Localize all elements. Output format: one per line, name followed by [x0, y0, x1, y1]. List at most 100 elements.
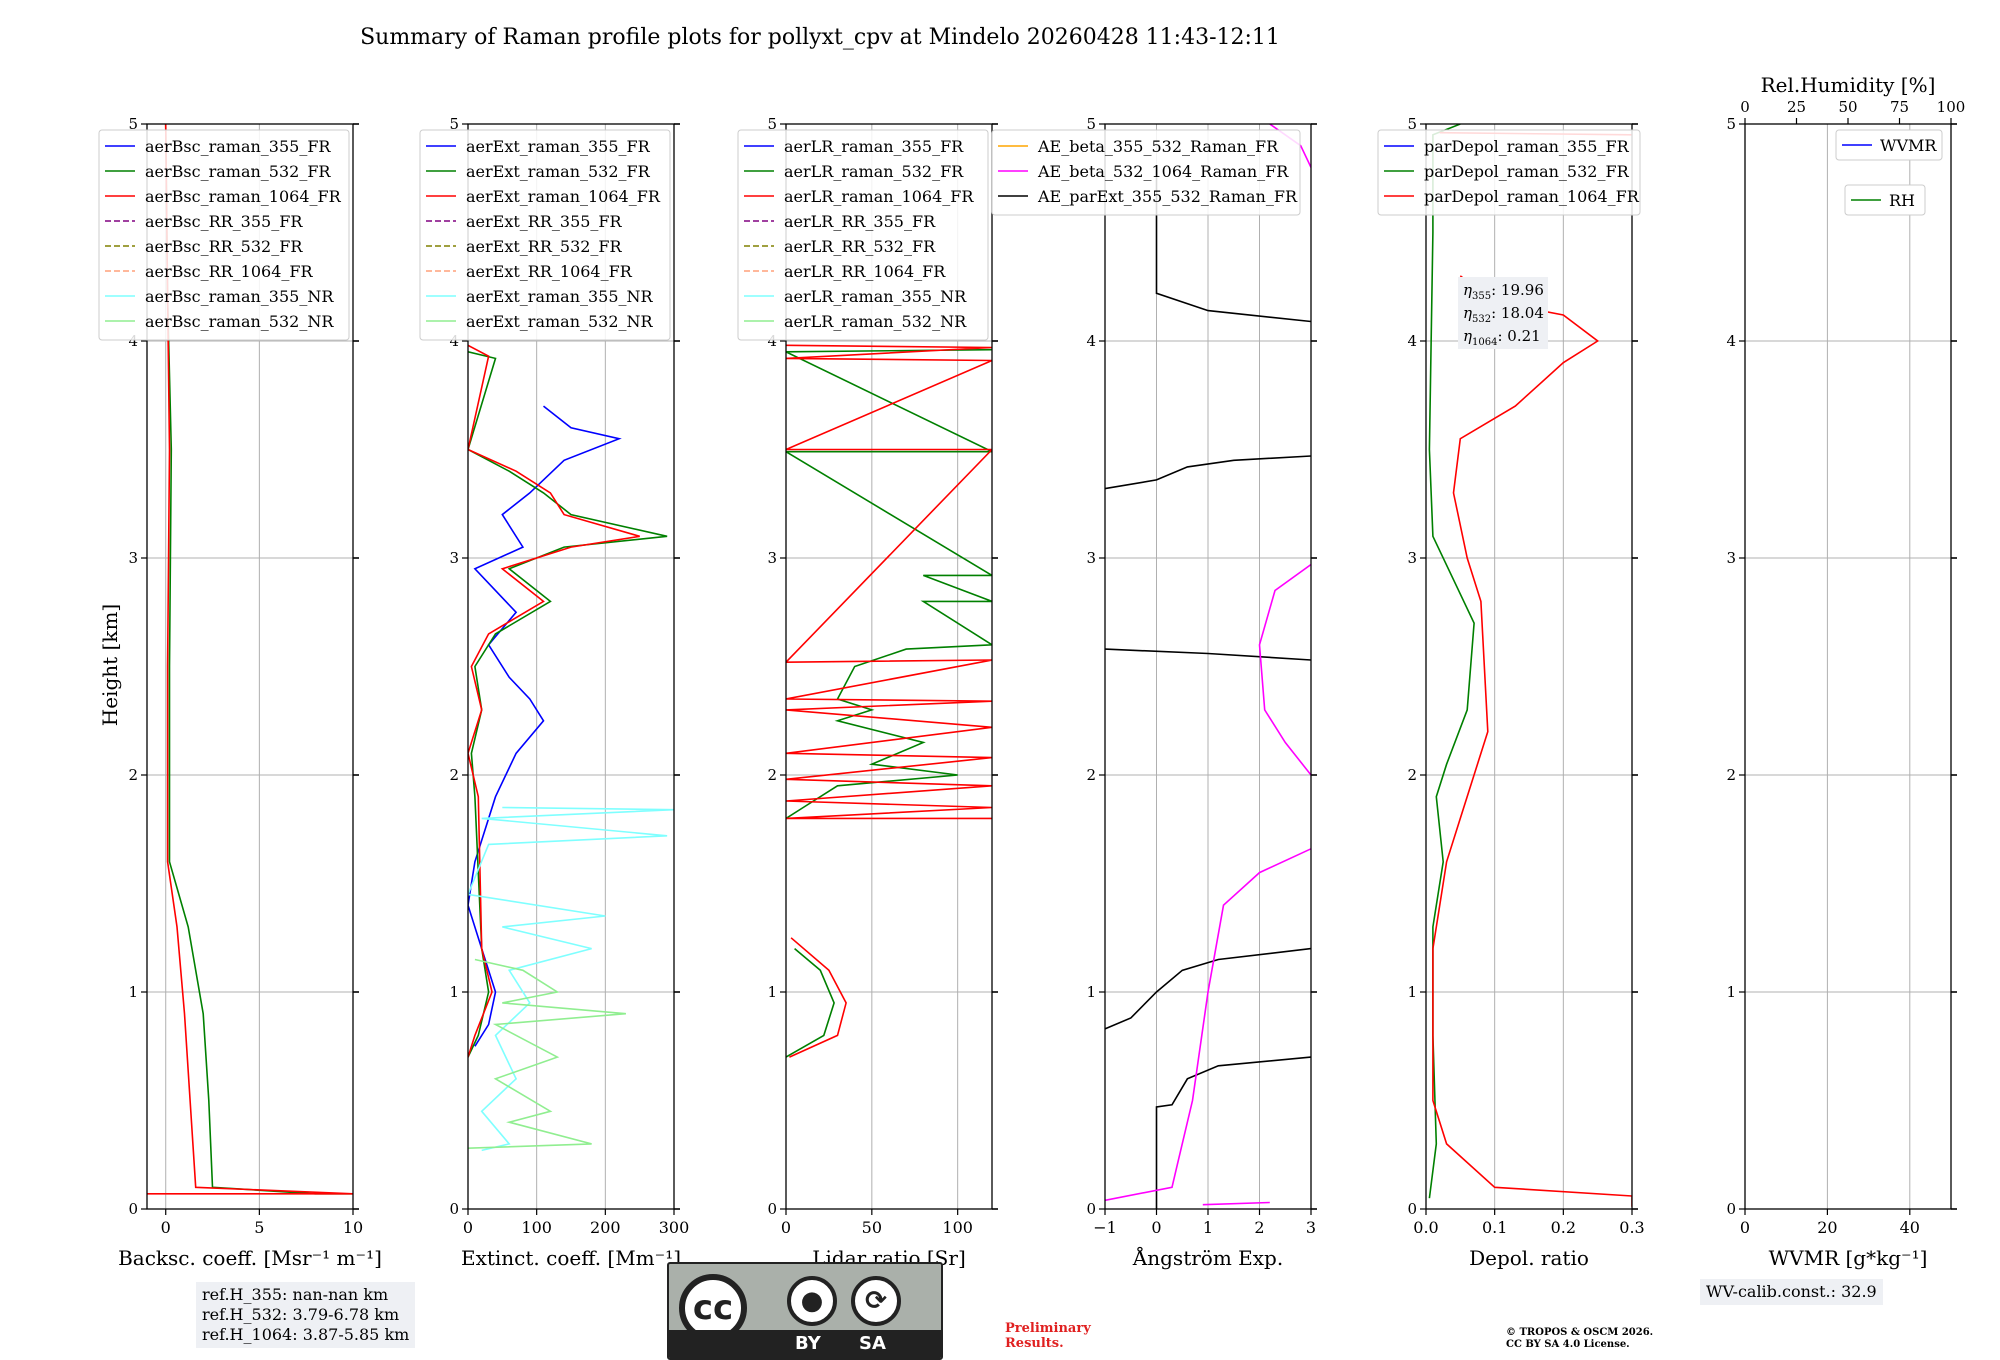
- y-tick-label: 4: [1086, 332, 1096, 350]
- license-sa: SA: [859, 1333, 886, 1354]
- axes-frame: [1744, 123, 1952, 1210]
- y-tick-label: 2: [1086, 766, 1096, 784]
- legend-label: AE_beta_355_532_Raman_FR: [1037, 137, 1279, 156]
- y-axis-label: Height [km]: [98, 604, 122, 726]
- y-tick-label: 5: [449, 115, 459, 133]
- x-axis-label: Ångström Exp.: [1132, 1245, 1283, 1270]
- ref-h-1064: ref.H_1064: 3.87-5.85 km: [202, 1325, 410, 1344]
- legend-label: aerExt_raman_355_FR: [466, 137, 651, 156]
- copyright-line-2: CC BY SA 4.0 License.: [1506, 1339, 1630, 1350]
- legend-depol: parDepol_raman_355_FR parDepol_raman_532_…: [1377, 129, 1641, 216]
- y-tick-label: 2: [128, 766, 138, 784]
- y-tick-label: 2: [449, 766, 459, 784]
- legend-box: [98, 129, 350, 341]
- y-tick-label: 4: [767, 332, 777, 350]
- y-tick-label: 0: [449, 1200, 459, 1218]
- legend-wvmr: WVMR: [1835, 129, 1943, 161]
- legend-ext: aerExt_raman_355_FR aerExt_raman_532_FRae…: [419, 129, 671, 341]
- legend-box: [737, 129, 989, 341]
- legend-rh: RH: [1844, 184, 1926, 216]
- legend-label: parDepol_raman_355_FR: [1424, 137, 1630, 156]
- legend-label: AE_parExt_355_532_Raman_FR: [1037, 187, 1298, 206]
- x-axis-label: Depol. ratio: [1469, 1246, 1589, 1270]
- panel-bsc: 0 1 2 3 4 5 0 5 10 Backsc. coeff. [Msr⁻¹ m⁻¹] aerB…: [98, 115, 382, 1270]
- legend-label: aerLR_RR_355_FR: [784, 212, 936, 231]
- y-tick-label: 5: [1407, 115, 1417, 133]
- series-line-aerExt_raman_355_NR: [468, 806, 674, 1152]
- ref-h-355: ref.H_355: nan-nan km: [202, 1285, 389, 1304]
- legend-label: aerLR_RR_1064_FR: [784, 262, 946, 281]
- series-line-aerLR_raman_1064_FR_low: [789, 937, 847, 1058]
- top-tick-label: 100: [1937, 98, 1966, 116]
- legend-label: aerExt_raman_532_FR: [466, 162, 651, 181]
- y-tick-label: 3: [767, 549, 777, 567]
- legend-label: parDepol_raman_1064_FR: [1424, 187, 1640, 206]
- legend-label: aerLR_raman_1064_FR: [784, 187, 974, 206]
- legend-label: aerLR_raman_532_NR: [784, 312, 967, 331]
- x-tick-label: 0: [1740, 1218, 1750, 1237]
- series-line-aerBsc_raman_1064_FR: [147, 124, 353, 1195]
- x-tick-label: 0: [161, 1218, 171, 1237]
- y-tick-label: 5: [1726, 115, 1736, 133]
- ref-h-532: ref.H_532: 3.79-6.78 km: [202, 1305, 400, 1324]
- top-tick-label: 50: [1838, 98, 1857, 116]
- x-tick-label: 0: [463, 1218, 473, 1237]
- y-tick-label: 3: [1086, 549, 1096, 567]
- eta-1064: η1064: 0.21: [1463, 327, 1541, 348]
- preliminary-line-1: Preliminary: [1005, 1321, 1091, 1336]
- panel-ext: 0 1 2 3 4 5 0 100 200 300 Extinct. coeff. [Mm⁻¹] ae…: [419, 115, 690, 1270]
- x-axis-label: Extinct. coeff. [Mm⁻¹]: [461, 1246, 681, 1270]
- top-tick-label: 25: [1787, 98, 1806, 116]
- y-tick-label: 0: [128, 1200, 138, 1218]
- series-line-AE_beta_532_1064_Raman_FR_d: [1202, 1201, 1270, 1206]
- y-tick-label: 1: [128, 983, 138, 1001]
- y-tick-label: 3: [1726, 549, 1736, 567]
- x-axis-label: Backsc. coeff. [Msr⁻¹ m⁻¹]: [118, 1246, 382, 1270]
- legend-box: [991, 129, 1301, 216]
- copyright-line-1: © TROPOS & OSCM 2026.: [1506, 1327, 1654, 1338]
- y-tick-label: 0: [767, 1200, 777, 1218]
- x-tick-label: 10: [343, 1218, 363, 1237]
- series-line-aerExt_raman_532_FR: [468, 351, 668, 1058]
- x-tick-label: 0.1: [1482, 1218, 1507, 1237]
- x-tick-label: 300: [659, 1218, 690, 1237]
- series-line-AE_parExt_355_532_Raman_FR: [1155, 167, 1311, 323]
- legend-label: aerExt_RR_355_FR: [466, 212, 623, 231]
- legend-label: aerExt_raman_1064_FR: [466, 187, 661, 206]
- y-tick-label: 2: [1726, 766, 1736, 784]
- legend-label: aerLR_raman_355_NR: [784, 287, 967, 306]
- panel-depol: 0 1 2 3 4 5 0.0 0.1 0.2 0.3 Depol. ratio parDepol_r…: [1377, 115, 1645, 1270]
- preliminary-note: Preliminary Results.: [1005, 1321, 1091, 1351]
- y-tick-label: 0: [1726, 1200, 1736, 1218]
- x-tick-label: 0: [1151, 1218, 1161, 1237]
- series-line-AE_parExt_355_532_Raman_FR_c: [1105, 648, 1311, 661]
- legend-label: aerLR_raman_355_FR: [784, 137, 964, 156]
- y-tick-label: 1: [1086, 983, 1096, 1001]
- axes-frame: [467, 123, 675, 1210]
- legend-box: [1844, 184, 1926, 216]
- x-tick-label: −1: [1093, 1218, 1117, 1237]
- x-axis-label: WVMR [g*kg⁻¹]: [1769, 1246, 1928, 1270]
- y-tick-label: 3: [449, 549, 459, 567]
- series-line-parDepol_raman_1064_FR: [1432, 275, 1632, 1207]
- legend-label: aerExt_RR_1064_FR: [466, 262, 633, 281]
- series-line-aerLR_raman_532_FR_low: [786, 947, 835, 1058]
- legend-bsc: aerBsc_raman_355_FR aerBsc_raman_532_FRae…: [98, 129, 350, 341]
- x-tick-label: 0.2: [1551, 1218, 1576, 1237]
- y-tick-label: 0: [1407, 1200, 1417, 1218]
- legend-label: aerBsc_raman_532_NR: [145, 312, 334, 331]
- x-tick-label: 3: [1306, 1218, 1316, 1237]
- legend-label: aerBsc_raman_355_FR: [145, 137, 331, 156]
- y-tick-label: 0: [1086, 1200, 1096, 1218]
- legend-label: aerBsc_RR_1064_FR: [145, 262, 314, 281]
- x-tick-label: 5: [254, 1218, 264, 1237]
- attribution-person-icon: ●: [787, 1276, 837, 1326]
- x-tick-label: 100: [942, 1218, 973, 1237]
- y-tick-label: 1: [767, 983, 777, 1001]
- legend-label: WVMR: [1880, 136, 1937, 155]
- x-tick-label: 0.3: [1619, 1218, 1644, 1237]
- legend-lr: aerLR_raman_355_FR aerLR_raman_532_FR aerL…: [737, 129, 989, 341]
